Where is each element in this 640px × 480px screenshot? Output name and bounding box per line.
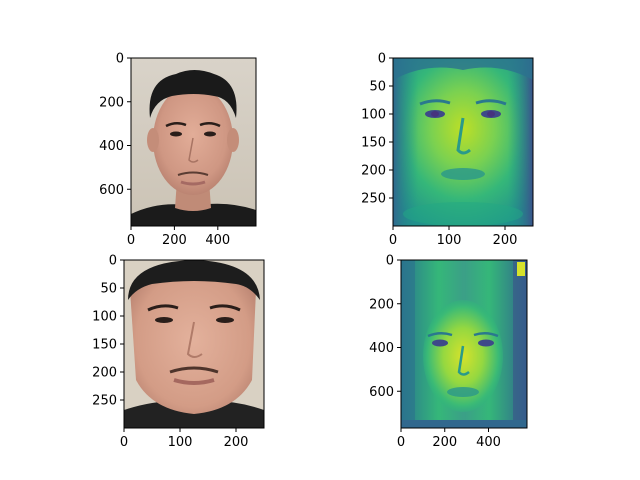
axes-1-ytick-label-3: 600 bbox=[99, 183, 124, 198]
axes-1-ytick-label-0: 0 bbox=[116, 52, 124, 67]
axes-3-ytick-label-5: 250 bbox=[92, 394, 117, 409]
axes-1-ytick-label-2: 400 bbox=[99, 139, 124, 154]
mean-face-image bbox=[393, 58, 533, 226]
axes-1-frame bbox=[130, 57, 257, 227]
axes-3-xtick-label-2: 200 bbox=[224, 435, 249, 450]
axes-2-xtick-label-0: 0 bbox=[389, 233, 397, 248]
axes-2-ytick-label-1: 50 bbox=[369, 80, 386, 95]
axes-4-ytick-label-3: 600 bbox=[369, 385, 394, 400]
axes-3-ytick-label-2: 100 bbox=[92, 310, 117, 325]
axes-3-ytick-label-0: 0 bbox=[109, 254, 117, 269]
axes-2-xtick-label-2: 200 bbox=[493, 233, 518, 248]
axes-4-xtick-label-0: 0 bbox=[397, 435, 405, 450]
axes-4-ytick-label-2: 400 bbox=[369, 341, 394, 356]
axes-1-ytick-label-1: 200 bbox=[99, 95, 124, 110]
axes-1-xtick-label-0: 0 bbox=[127, 233, 135, 248]
axes-4-frame bbox=[400, 259, 528, 429]
axes-4-xtick-label-2: 400 bbox=[476, 435, 501, 450]
axes-3-ytick-label-3: 150 bbox=[92, 338, 117, 353]
axes-4-ytick-label-1: 200 bbox=[369, 297, 394, 312]
aligned-face-image bbox=[124, 260, 264, 428]
axes-4-xtick-label-1: 200 bbox=[432, 435, 457, 450]
axes-3-ytick-label-1: 50 bbox=[100, 282, 117, 297]
mean-face-large-image bbox=[401, 260, 527, 428]
axes-4-ytick-label-0: 0 bbox=[386, 254, 394, 269]
axes-3-xtick-label-1: 100 bbox=[168, 435, 193, 450]
axes-2-ytick-label-5: 250 bbox=[361, 192, 386, 207]
axes-2-ytick-label-0: 0 bbox=[378, 52, 386, 67]
axes-2-ytick-label-4: 200 bbox=[361, 164, 386, 179]
axes-2-xtick-label-1: 100 bbox=[437, 233, 462, 248]
axes-1-xtick-label-2: 400 bbox=[205, 233, 230, 248]
axes-2-ytick-label-2: 100 bbox=[361, 108, 386, 123]
axes-3-ytick-label-4: 200 bbox=[92, 366, 117, 381]
photo-image bbox=[131, 58, 256, 226]
axes-2-ytick-label-3: 150 bbox=[361, 136, 386, 151]
axes-1-xtick-label-1: 200 bbox=[162, 233, 187, 248]
axes-3-xtick-label-0: 0 bbox=[120, 435, 128, 450]
